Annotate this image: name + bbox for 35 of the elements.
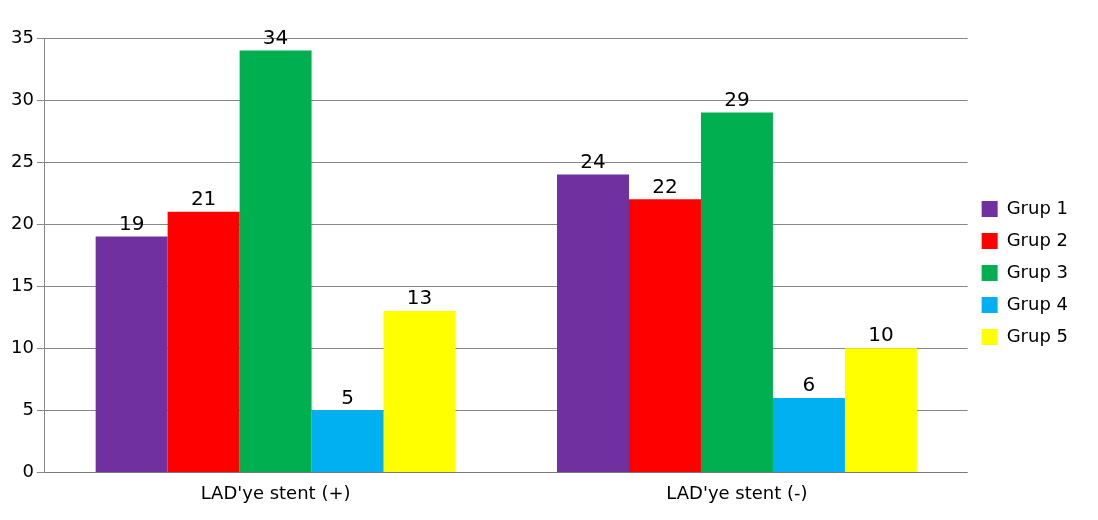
legend-label: Grup 5 [1006, 324, 1068, 346]
bar [844, 348, 917, 472]
y-tick-label: 30 [11, 87, 34, 109]
bar [700, 112, 773, 472]
data-label: 29 [724, 86, 750, 111]
y-tick-label: 20 [11, 211, 34, 233]
bar [383, 311, 456, 472]
y-tick-label: 0 [22, 460, 34, 482]
legend-label: Grup 1 [1006, 196, 1068, 218]
bar [167, 211, 240, 472]
bar [311, 410, 384, 472]
data-label: 6 [802, 372, 816, 397]
legend-label: Grup 3 [1006, 260, 1068, 282]
data-label: 22 [652, 173, 678, 198]
data-label: 24 [580, 148, 606, 173]
data-label: 19 [118, 210, 145, 235]
data-label: 13 [406, 285, 433, 310]
y-tick-label: 35 [11, 25, 34, 47]
legend-label: Grup 4 [1006, 292, 1068, 314]
x-tick-label: LAD'ye stent (+) [200, 481, 351, 503]
legend-label: Grup 2 [1006, 228, 1068, 250]
y-tick-label: 5 [22, 398, 34, 420]
bar [772, 397, 845, 472]
bar [629, 199, 701, 472]
y-tick-label: 10 [11, 335, 34, 357]
data-label: 5 [341, 384, 354, 409]
data-label: 10 [868, 322, 894, 347]
y-tick-label: 25 [11, 149, 34, 171]
y-tick-label: 15 [11, 273, 34, 295]
data-label: 21 [190, 185, 217, 210]
data-label: 34 [262, 24, 289, 49]
x-tick-label: LAD'ye stent (-) [666, 481, 808, 503]
bar [557, 174, 629, 472]
bar [239, 50, 312, 472]
bar [95, 236, 168, 472]
